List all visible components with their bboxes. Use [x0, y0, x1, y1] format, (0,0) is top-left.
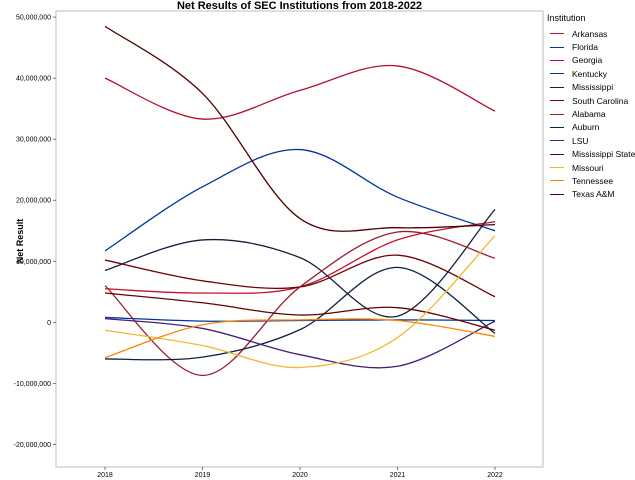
- series-line-florida: [104, 148, 496, 252]
- legend-item: Alabama: [547, 107, 635, 120]
- y-tick-label: 30,000,000: [16, 137, 51, 144]
- legend-swatch: [550, 33, 564, 35]
- legend-item: Tennessee: [547, 174, 635, 187]
- series-line-texas-a-m: [104, 25, 496, 232]
- y-axis-ticks: -20,000,000 -10,000,000 0 10,000,000 20,000,…: [14, 15, 56, 449]
- legend-swatch: [550, 100, 564, 102]
- y-tick-label: 50,000,000: [16, 15, 51, 22]
- chart-title: Net Results of SEC Institutions from 201…: [176, 0, 423, 12]
- legend-label: Auburn: [572, 122, 600, 133]
- x-axis-ticks: 2018 2019 2020 2021 2022: [97, 467, 503, 479]
- legend-label: Missouri: [572, 162, 604, 173]
- legend-label: Kentucky: [572, 68, 607, 79]
- legend-swatch: [550, 113, 564, 115]
- legend-swatch: [550, 73, 564, 75]
- x-tick-label: 2018: [97, 472, 113, 479]
- series-line-tennessee: [104, 318, 496, 359]
- series-line-lsu: [104, 318, 496, 369]
- y-tick-label: 20,000,000: [16, 198, 51, 205]
- legend-label: Georgia: [572, 55, 603, 66]
- legend-item: Georgia: [547, 54, 635, 67]
- x-tick-label: 2019: [195, 472, 211, 479]
- y-tick-label: 10,000,000: [16, 259, 51, 266]
- legend-swatch: [550, 180, 564, 182]
- y-tick-label: 40,000,000: [16, 76, 51, 83]
- y-tick-label: -20,000,000: [14, 442, 51, 449]
- legend-item: Arkansas: [547, 27, 635, 40]
- legend-item: Kentucky: [547, 67, 635, 80]
- legend-swatch: [550, 140, 564, 142]
- legend-item: Texas A&M: [547, 188, 635, 201]
- series-line-mississippi-state: [104, 292, 496, 331]
- legend-item: Mississippi State: [547, 148, 635, 161]
- legend-item: Florida: [547, 40, 635, 53]
- legend-label: South Carolina: [572, 95, 629, 106]
- legend-swatch: [550, 46, 564, 48]
- series-line-missouri: [104, 235, 496, 369]
- legend-item: South Carolina: [547, 94, 635, 107]
- x-tick-label: 2021: [390, 472, 406, 479]
- plot-area: [55, 10, 544, 468]
- legend-swatch: [550, 86, 564, 88]
- legend-item: Auburn: [547, 121, 635, 134]
- x-tick-label: 2020: [292, 472, 308, 479]
- legend-title: Institution: [547, 13, 586, 23]
- legend-swatch: [550, 59, 564, 61]
- series-line-mississippi: [104, 208, 496, 318]
- x-tick-label: 2022: [487, 472, 503, 479]
- y-tick-label: -10,000,000: [14, 381, 51, 388]
- legend-label: LSU: [572, 135, 589, 146]
- legend-label: Florida: [572, 42, 598, 53]
- legend-label: Alabama: [572, 109, 606, 120]
- series-lines: [104, 25, 496, 377]
- legend-swatch: [550, 193, 564, 195]
- y-tick-label: 0: [47, 320, 51, 327]
- legend-label: Arkansas: [572, 28, 608, 39]
- legend-items: Arkansas Florida Georgia Kentucky Mississipp…: [547, 27, 635, 201]
- series-line-georgia: [104, 64, 496, 120]
- legend-label: Tennessee: [572, 175, 614, 186]
- legend-label: Mississippi: [572, 82, 614, 93]
- legend-swatch: [550, 167, 564, 169]
- legend-label: Mississippi State: [572, 149, 635, 160]
- legend-swatch: [550, 153, 564, 155]
- legend-item: Missouri: [547, 161, 635, 174]
- legend-label: Texas A&M: [572, 189, 615, 200]
- legend-swatch: [550, 126, 564, 128]
- series-line-alabama: [104, 230, 496, 377]
- legend-item: LSU: [547, 134, 635, 147]
- legend: Institution Arkansas Florida Georgia Kentuc…: [547, 13, 635, 201]
- series-line-auburn: [104, 266, 496, 361]
- legend-item: Mississippi: [547, 81, 635, 94]
